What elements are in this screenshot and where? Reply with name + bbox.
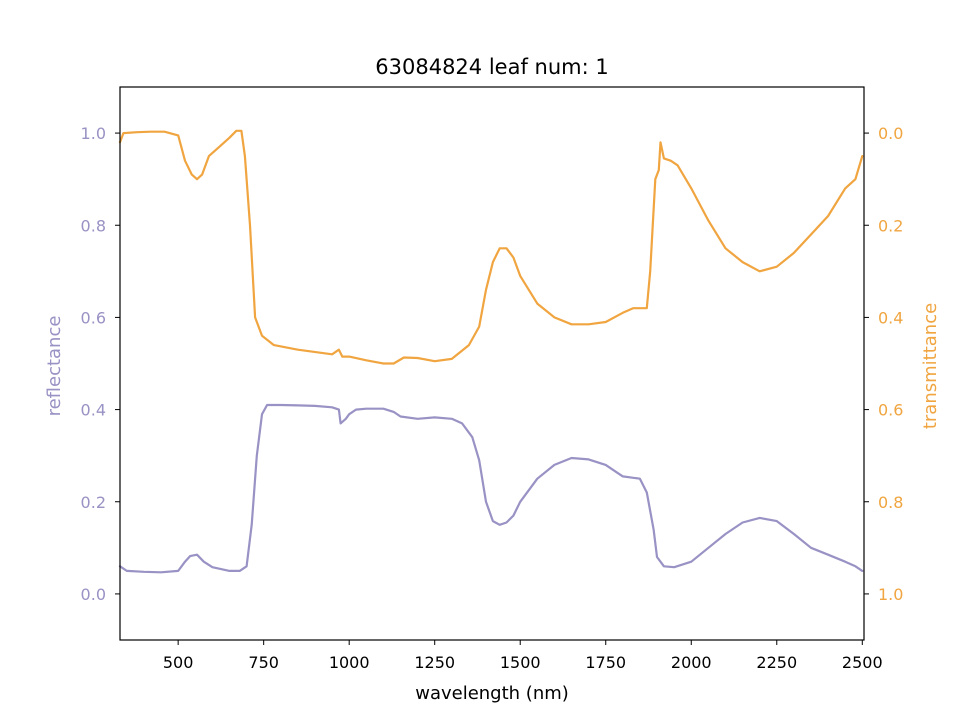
- chart-title: 63084824 leaf num: 1: [375, 55, 608, 79]
- x-tick-label: 1500: [500, 653, 541, 672]
- x-tick-label: 1000: [329, 653, 370, 672]
- left-y-tick-label: 0.8: [81, 216, 106, 235]
- x-tick-label: 2500: [842, 653, 883, 672]
- x-tick-label: 1250: [414, 653, 455, 672]
- left-y-tick-label: 1.0: [81, 124, 106, 143]
- transmittance-series-line: [118, 129, 864, 365]
- right-axis-label: transmittance: [920, 303, 941, 429]
- left-axis-label: reflectance: [44, 316, 65, 417]
- axes-layer: 500 750 1000 1250 1500 1750 2000 2250 2500 0.0 0.2…: [81, 86, 903, 672]
- right-y-tick-label: 1.0: [878, 585, 903, 604]
- x-axis-label: wavelength (nm): [415, 683, 569, 704]
- right-y-tick-label: 0.6: [878, 401, 903, 420]
- right-y-tick-label: 0.4: [878, 308, 903, 327]
- left-y-tick-label: 0.4: [81, 401, 106, 420]
- right-y-tick-label: 0.8: [878, 493, 903, 512]
- reflectance-series-line: [118, 403, 864, 574]
- right-y-tick-label: 0.2: [878, 216, 903, 235]
- x-tick-label: 1750: [585, 653, 626, 672]
- x-tick-label: 2000: [671, 653, 712, 672]
- series-layer: [118, 129, 864, 574]
- x-tick-label: 750: [248, 653, 279, 672]
- x-tick-label: 500: [163, 653, 194, 672]
- left-y-tick-label: 0.2: [81, 493, 106, 512]
- left-y-tick-label: 0.6: [81, 308, 106, 327]
- plot-frame: [119, 86, 865, 641]
- left-y-tick-label: 0.0: [81, 585, 106, 604]
- right-y-tick-label: 0.0: [878, 124, 903, 143]
- x-tick-label: 2250: [756, 653, 797, 672]
